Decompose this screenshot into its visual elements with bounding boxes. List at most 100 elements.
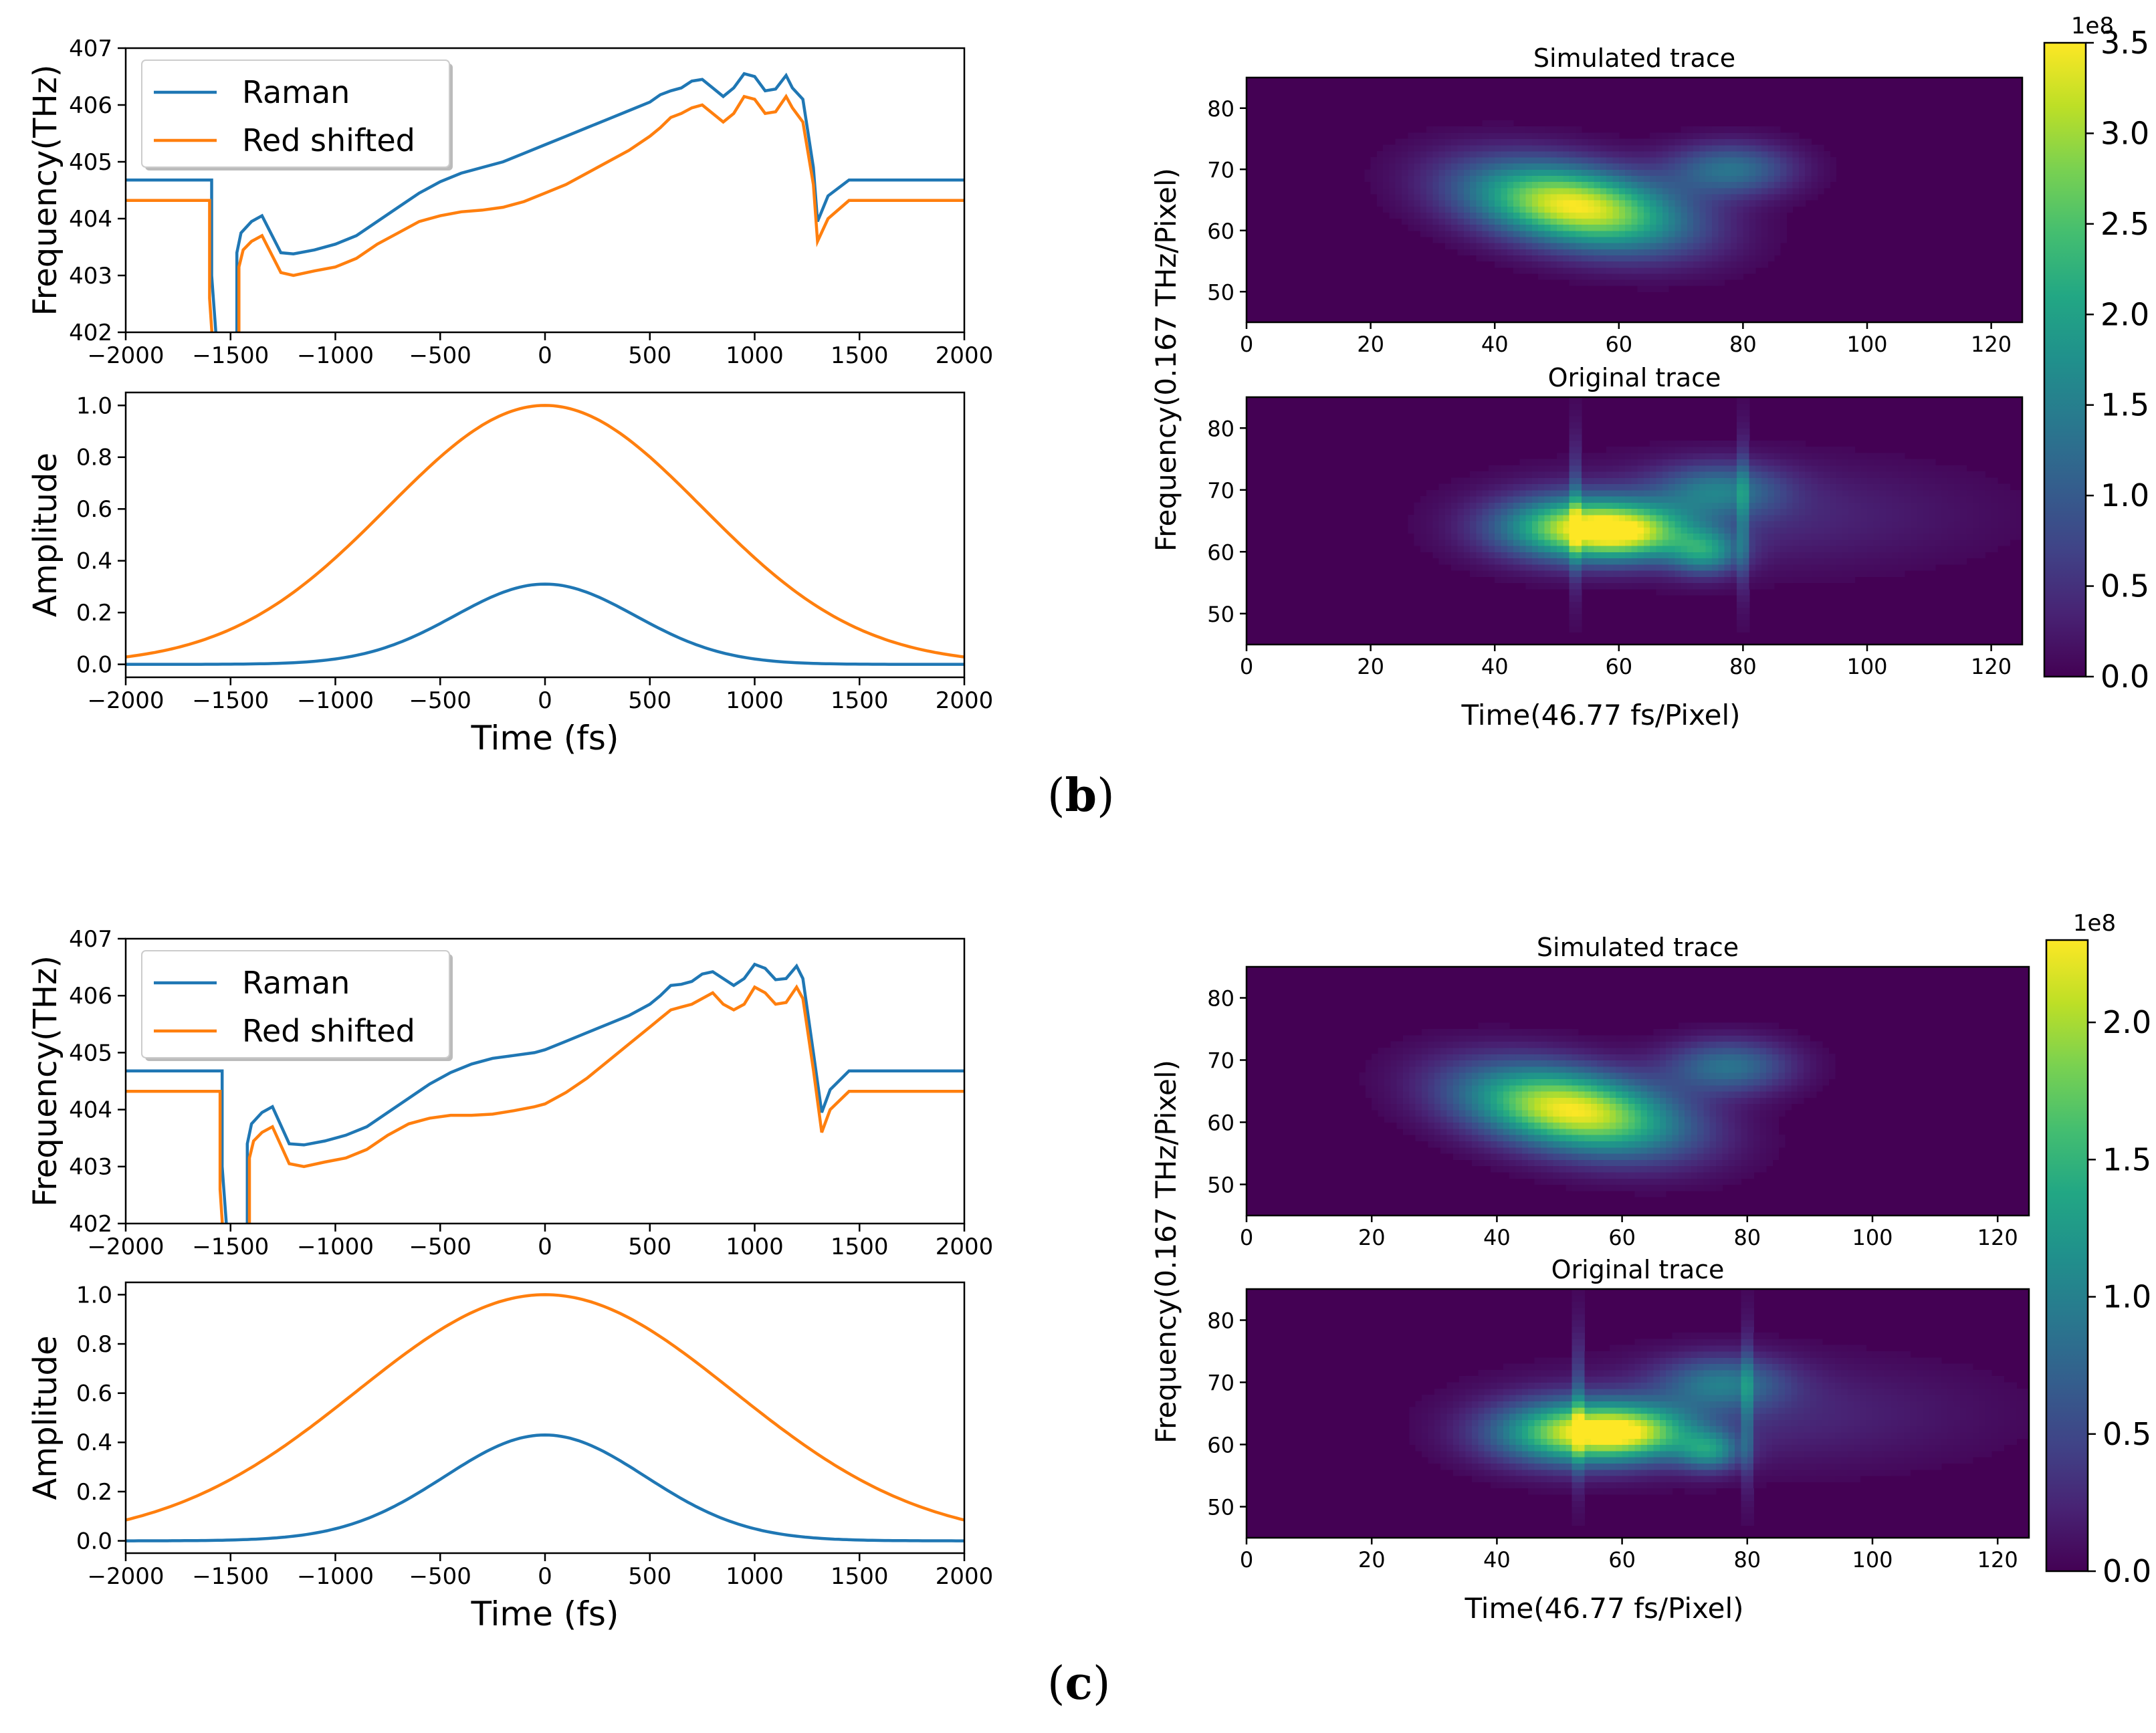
heatmap-cell: [1570, 465, 1576, 472]
heatmap-cell: [1662, 540, 1669, 546]
heatmap-cell: [1873, 484, 1880, 491]
heatmap-cell: [1668, 502, 1675, 509]
heatmap-cell: [1538, 534, 1545, 540]
heatmap-cell: [1582, 188, 1588, 195]
heatmap-cell: [1547, 1042, 1553, 1048]
heatmap-cell: [1634, 1091, 1641, 1098]
heatmap-cell: [1786, 447, 1793, 453]
heatmap-cell: [1761, 564, 1768, 571]
heatmap-cell: [1495, 139, 1501, 146]
heatmap-cell: [1929, 564, 1936, 571]
heatmap-cell: [1541, 1097, 1547, 1104]
heatmap-cell: [1563, 231, 1570, 237]
heatmap-cell: [1638, 509, 1644, 515]
heatmap-cell: [1725, 447, 1731, 453]
heatmap-cell: [1948, 509, 1955, 515]
heatmap-cell: [1848, 558, 1855, 565]
heatmap-cell: [1935, 465, 1942, 472]
heatmap-cell: [1625, 447, 1632, 453]
heatmap-cell: [1378, 1104, 1385, 1111]
heatmap-cell: [1668, 225, 1675, 231]
heatmap-cell: [1509, 1166, 1516, 1173]
heatmap-cell: [1619, 151, 1626, 158]
heatmap-cell: [1699, 200, 1706, 207]
heatmap-cell: [1557, 515, 1564, 522]
heatmap-cell: [1528, 1072, 1535, 1079]
heatmap-cell: [1551, 583, 1557, 590]
heatmap-cell: [1507, 576, 1514, 583]
heatmap-cell: [1824, 502, 1830, 509]
heatmap-cell: [1979, 540, 1985, 546]
heatmap-cell: [1408, 163, 1414, 170]
x-tick-label: −500: [409, 1234, 471, 1260]
heatmap-cell: [1613, 163, 1620, 170]
heatmap-cell: [1693, 552, 1700, 558]
heatmap-cell: [1854, 453, 1861, 459]
heatmap-cell: [1743, 206, 1749, 213]
heatmap-cell: [1535, 1135, 1541, 1141]
heatmap-cell: [1638, 576, 1644, 583]
heatmap-cell: [1737, 231, 1743, 237]
heatmap-cell: [1650, 157, 1656, 164]
heatmap-cell: [1557, 558, 1564, 565]
heatmap-cell: [1538, 163, 1545, 170]
heatmap-cell: [1557, 502, 1564, 509]
heatmap-cell: [1588, 583, 1594, 590]
heatmap-cell: [1491, 1129, 1497, 1135]
heatmap-cell: [1420, 182, 1427, 189]
heatmap-cell: [1622, 1116, 1629, 1123]
heatmap-cell: [1650, 218, 1656, 225]
heatmap-cell: [1408, 200, 1414, 207]
heatmap-cell: [1582, 261, 1588, 268]
heatmap-cell: [1811, 540, 1818, 546]
heatmap-cell: [1668, 570, 1675, 577]
heatmap-cell: [1384, 1085, 1391, 1092]
heatmap-cell: [1408, 151, 1414, 158]
heatmap-cell: [1991, 477, 1998, 484]
heatmap-cell: [1774, 175, 1781, 182]
heatmap-cell: [1761, 477, 1768, 484]
heatmap-cell: [1453, 1078, 1460, 1085]
heatmap-cell: [1440, 1048, 1447, 1054]
heatmap-cell: [1578, 1104, 1585, 1111]
heatmap-cell: [1519, 502, 1526, 509]
heatmap-cell: [1743, 435, 1749, 441]
heatmap-cell: [1541, 1110, 1547, 1117]
heatmap-cell: [1472, 1104, 1479, 1111]
heatmap-cell: [1594, 169, 1601, 176]
colorbar-offset-label: 1e8: [2071, 13, 2114, 39]
heatmap-cell: [1644, 218, 1650, 225]
heatmap-cell: [1854, 527, 1861, 534]
heatmap-cell: [1613, 261, 1620, 268]
heatmap-cell: [1786, 188, 1793, 195]
heatmap-cell: [1532, 546, 1539, 552]
heatmap-cell: [1501, 237, 1507, 243]
heatmap-cell: [1563, 502, 1570, 509]
x-tick-label: 100: [1846, 654, 1887, 679]
heatmap-cell: [1737, 490, 1743, 497]
series-line-red-shifted: [126, 405, 964, 657]
heatmap-cell: [1718, 521, 1725, 528]
heatmap-cell: [1544, 515, 1551, 522]
heatmap-cell: [1718, 459, 1725, 466]
heatmap-cell: [1836, 471, 1843, 478]
heatmap-cell: [1570, 206, 1576, 213]
heatmap-cell: [1799, 552, 1806, 558]
heatmap-cell: [1434, 1091, 1441, 1098]
heatmap-cell: [1693, 441, 1700, 447]
heatmap-cell: [1699, 558, 1706, 565]
heatmap-cell: [1458, 132, 1465, 139]
heatmap-cell: [1485, 1078, 1491, 1085]
heatmap-cell: [1691, 1172, 1698, 1179]
heatmap-cell: [1532, 576, 1539, 583]
y-tick-label: 403: [69, 263, 112, 290]
heatmap-cell: [1668, 477, 1675, 484]
heatmap-cell: [1743, 502, 1749, 509]
heatmap-cell: [1563, 515, 1570, 522]
heatmap-cell: [1578, 1097, 1585, 1104]
heatmap-cell: [1731, 576, 1737, 583]
heatmap-cell: [1917, 515, 1923, 522]
heatmap-cell: [1650, 558, 1656, 565]
heatmap-cell: [1861, 558, 1868, 565]
heatmap-cell: [1886, 477, 1893, 484]
